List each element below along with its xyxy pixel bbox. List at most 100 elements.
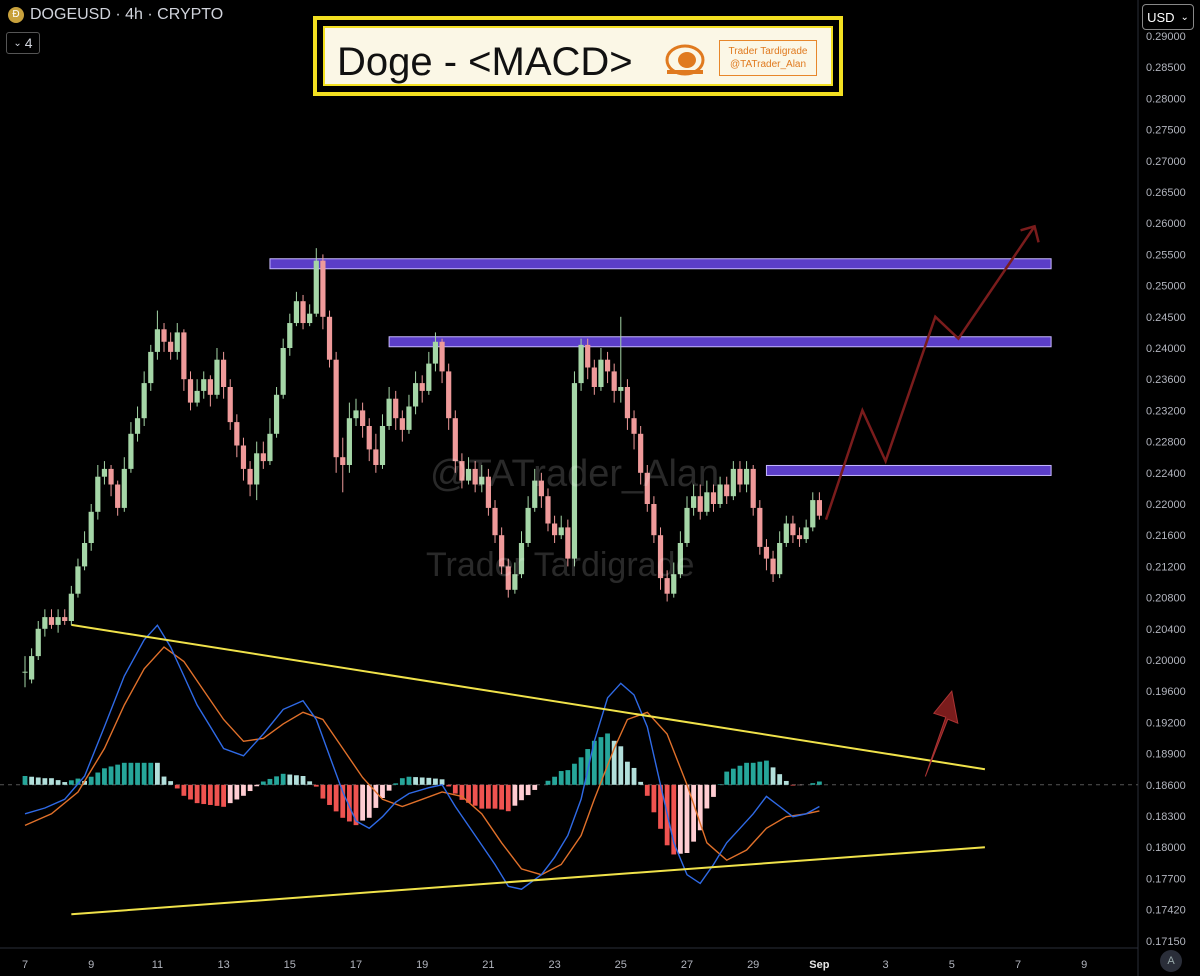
macd-histogram-bar	[591, 740, 597, 785]
title-banner: Doge - <MACD> Trader Tardigrade @TATrade…	[313, 16, 843, 96]
macd-histogram-bar	[598, 737, 604, 785]
macd-histogram-bar	[790, 784, 796, 786]
macd-histogram-bar	[439, 779, 445, 785]
y-tick-label: 0.22800	[1146, 437, 1186, 449]
macd-histogram-bar	[82, 780, 87, 785]
candle-up	[22, 671, 28, 673]
macd-histogram-bar	[161, 776, 167, 785]
macd-histogram-bar	[29, 776, 35, 785]
candle-down	[168, 341, 174, 352]
candle-up	[406, 406, 412, 430]
auto-scale-button[interactable]: A	[1160, 950, 1182, 972]
candle-up	[598, 359, 604, 387]
resistance-zone	[765, 464, 1052, 476]
y-tick-label: 0.26000	[1146, 218, 1186, 230]
macd-histogram-bar	[466, 784, 471, 803]
macd-histogram-bar	[287, 774, 293, 785]
macd-histogram-bar	[188, 784, 193, 800]
macd-histogram-bar	[247, 784, 253, 792]
candle-up	[313, 260, 319, 314]
candle-up	[803, 527, 809, 540]
candle-down	[419, 383, 425, 391]
banner-inner: Doge - <MACD> Trader Tardigrade @TATrade…	[323, 26, 833, 86]
candle-down	[452, 418, 458, 462]
y-tick-label: 0.27000	[1146, 156, 1186, 168]
macd-histogram-bar	[267, 778, 273, 785]
symbol-header[interactable]: Ð DOGEUSD · 4h · CRYPTO	[8, 6, 223, 24]
macd-histogram-bar	[697, 784, 703, 831]
candle-down	[373, 449, 379, 465]
y-tick-label: 0.17150	[1146, 936, 1186, 948]
y-tick-label: 0.28500	[1146, 62, 1186, 74]
candle-up	[148, 351, 154, 384]
macd-histogram-bar	[221, 784, 226, 807]
macd-histogram-bar	[207, 784, 213, 805]
y-tick-label: 0.24500	[1146, 312, 1186, 324]
y-tick-label: 0.25000	[1146, 281, 1186, 293]
projection-path	[824, 225, 1036, 520]
candle-up	[55, 617, 61, 625]
macd-histogram-bar	[452, 784, 458, 794]
candle-down	[221, 359, 227, 387]
macd-histogram-bar	[618, 746, 624, 785]
interval-selector[interactable]: ⌄ 4	[6, 32, 40, 54]
currency-label: USD	[1147, 9, 1175, 25]
macd-histogram-bar	[108, 766, 114, 785]
candle-up	[287, 323, 293, 348]
candle-up	[68, 593, 74, 621]
candle-down	[585, 344, 591, 368]
candle-down	[750, 468, 756, 508]
candle-down	[651, 504, 657, 536]
macd-histogram-bar	[333, 784, 339, 812]
y-tick-label: 0.26500	[1146, 187, 1186, 199]
macd-histogram-bar	[472, 784, 478, 806]
candle-down	[816, 500, 822, 516]
resistance-zone	[269, 258, 1052, 270]
candle-up	[29, 656, 35, 680]
macd-histogram-bar	[174, 784, 180, 789]
y-tick-label: 0.17420	[1146, 905, 1186, 917]
macd-histogram-bar	[399, 778, 405, 785]
candle-up	[412, 383, 419, 407]
macd-histogram-bar	[558, 771, 564, 785]
candle-up	[307, 313, 313, 324]
candle-down	[763, 546, 770, 559]
macd-histogram-bar	[446, 784, 452, 787]
macd-histogram-bar	[413, 777, 418, 785]
currency-selector[interactable]: USD ⌄	[1142, 4, 1194, 30]
macd-signal-line	[24, 646, 820, 876]
candle-up	[35, 628, 41, 657]
macd-histogram-bar	[525, 784, 531, 796]
candle-up	[558, 527, 564, 536]
macd-histogram-bar	[260, 781, 266, 785]
x-tick-label: 23	[548, 959, 560, 971]
y-tick-label: 0.21600	[1146, 530, 1186, 542]
macd-histogram-bar	[625, 761, 630, 785]
macd-histogram-bar	[274, 776, 279, 785]
macd-histogram-bar	[459, 784, 465, 800]
candle-up	[512, 574, 518, 590]
candle-down	[499, 535, 505, 567]
macd-histogram-bar	[486, 784, 491, 809]
candle-up	[201, 379, 207, 391]
candle-down	[360, 410, 366, 426]
y-tick-label: 0.22400	[1146, 468, 1186, 480]
candle-down	[472, 468, 478, 485]
candle-up	[280, 348, 286, 395]
macd-histogram-bar	[300, 776, 306, 785]
macd-histogram-bar	[68, 780, 74, 785]
macd-line	[24, 624, 820, 890]
y-tick-label: 0.18000	[1146, 842, 1186, 854]
candle-up	[783, 523, 789, 543]
macd-histogram-bar	[611, 740, 617, 785]
candle-down	[545, 496, 551, 524]
macd-histogram-bar	[492, 784, 498, 809]
macd-histogram-bar	[605, 733, 610, 785]
macd-histogram-bar	[393, 783, 399, 785]
candle-down	[459, 461, 465, 481]
macd-histogram-bar	[121, 762, 127, 785]
y-tick-label: 0.21200	[1146, 561, 1186, 573]
macd-histogram-bar	[42, 778, 48, 785]
macd-histogram-bar	[565, 770, 571, 785]
